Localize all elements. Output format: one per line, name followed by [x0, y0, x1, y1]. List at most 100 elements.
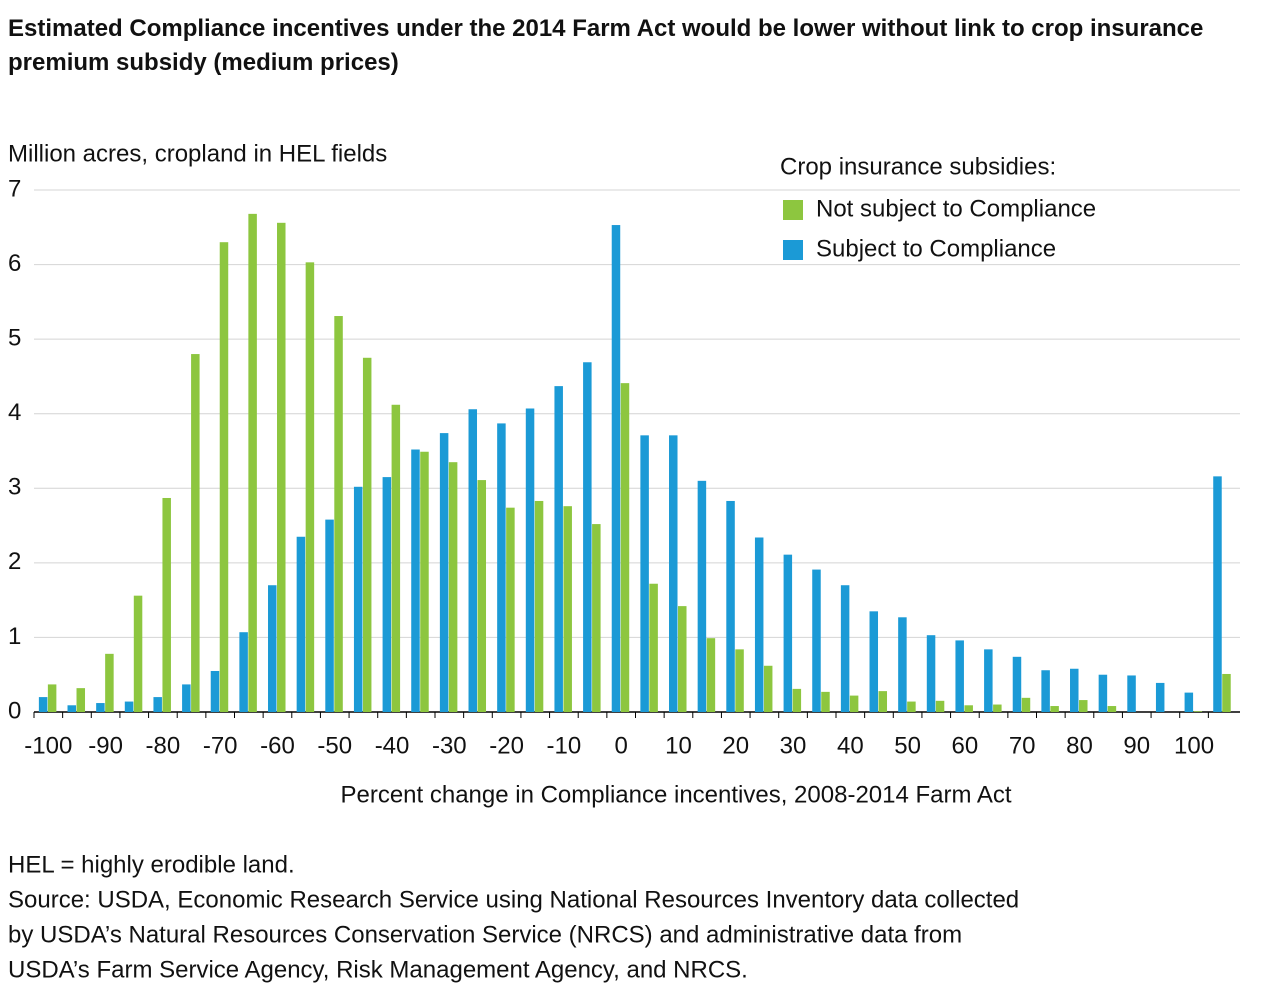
- bar: [898, 617, 907, 712]
- bar: [783, 554, 793, 712]
- x-tick-label: -10: [547, 732, 582, 759]
- x-tick-label: 60: [952, 732, 979, 759]
- bar: [993, 704, 1002, 712]
- x-tick-label: -100: [24, 732, 72, 759]
- x-tick-label: -60: [260, 732, 295, 759]
- bar: [583, 362, 592, 712]
- x-tick-label: 80: [1066, 732, 1093, 759]
- bar: [210, 670, 220, 712]
- bar: [411, 449, 420, 712]
- bar: [955, 640, 964, 712]
- bar: [420, 451, 429, 712]
- bar: [792, 688, 802, 712]
- x-tick-label: 10: [665, 732, 692, 759]
- bar: [153, 697, 162, 712]
- y-tick-label: 7: [8, 175, 21, 202]
- bar: [248, 213, 257, 712]
- x-tick-label: 20: [722, 732, 749, 759]
- bar: [592, 524, 601, 712]
- legend-title: Crop insurance subsidies:: [780, 153, 1056, 180]
- bar: [678, 606, 687, 712]
- legend-label: Not subject to Compliance: [816, 195, 1096, 222]
- bar: [219, 242, 229, 712]
- bar: [1107, 706, 1117, 712]
- bar: [1021, 697, 1031, 712]
- bar: [984, 649, 993, 712]
- bar: [1070, 668, 1079, 712]
- note: Source: USDA, Economic Research Service …: [8, 886, 1019, 913]
- bar: [382, 477, 392, 712]
- bar: [1155, 682, 1165, 712]
- bar: [669, 435, 678, 712]
- bar: [554, 386, 563, 712]
- bar: [182, 684, 191, 712]
- bar: [191, 354, 200, 712]
- x-tick-label: -70: [203, 732, 238, 759]
- y-tick-label: 0: [8, 697, 21, 724]
- y-tick-label: 2: [8, 548, 21, 575]
- x-tick-label: 70: [1009, 732, 1036, 759]
- note: HEL = highly erodible land.: [8, 851, 295, 878]
- bar: [754, 537, 764, 712]
- bar: [534, 500, 544, 712]
- bar: [133, 595, 143, 712]
- bar: [1222, 673, 1231, 712]
- legend-swatch: [783, 200, 803, 220]
- bar: [1184, 692, 1194, 712]
- bar: [47, 684, 57, 712]
- bar: [448, 462, 458, 712]
- bar: [362, 357, 372, 712]
- x-tick-label: 40: [837, 732, 864, 759]
- bar: [105, 653, 114, 712]
- bar: [124, 701, 134, 712]
- x-tick-label: 0: [614, 732, 627, 759]
- note: USDA’s Farm Service Agency, Risk Managem…: [8, 956, 748, 983]
- chart-title: Estimated Compliance incentives under th…: [8, 15, 1203, 76]
- bar: [525, 408, 535, 712]
- bar: [1041, 670, 1050, 712]
- bar: [439, 433, 449, 712]
- bar: [869, 611, 879, 712]
- bar: [735, 649, 744, 712]
- x-tick-label: -50: [317, 732, 352, 759]
- bar: [296, 536, 306, 712]
- bar: [964, 705, 973, 712]
- y-tick-label: 6: [8, 250, 21, 277]
- bar: [162, 497, 171, 712]
- bar: [1213, 476, 1222, 712]
- bar: [926, 635, 936, 712]
- bar: [563, 506, 572, 712]
- legend-swatch: [783, 240, 803, 260]
- x-tick-label: 30: [780, 732, 807, 759]
- bar: [477, 480, 487, 712]
- x-tick-label: -90: [88, 732, 123, 759]
- x-tick-label: 90: [1123, 732, 1150, 759]
- x-tick-label: -80: [146, 732, 181, 759]
- bar: [305, 262, 315, 712]
- x-tick-label: 100: [1174, 732, 1214, 759]
- bar: [506, 507, 515, 712]
- x-tick-label: -20: [489, 732, 524, 759]
- bar: [849, 695, 859, 712]
- bar: [821, 691, 830, 712]
- y-tick-label: 1: [8, 623, 21, 650]
- bar: [812, 569, 821, 712]
- bar: [1098, 674, 1108, 712]
- x-tick-label: 50: [894, 732, 921, 759]
- y-axis-label: Million acres, cropland in HEL fields: [8, 140, 387, 167]
- bar: [96, 703, 105, 712]
- y-tick-label: 5: [8, 324, 21, 351]
- bar: [878, 691, 888, 712]
- bar: [325, 519, 334, 712]
- bar: [497, 423, 506, 712]
- bar: [239, 632, 248, 712]
- x-tick-label: -30: [432, 732, 467, 759]
- bar: [76, 688, 86, 712]
- bar: [640, 435, 649, 712]
- bar: [763, 665, 773, 712]
- bar: [277, 222, 286, 712]
- bar: [907, 701, 916, 712]
- bar: [468, 409, 478, 712]
- note: by USDA’s Natural Resources Conservation…: [8, 921, 962, 948]
